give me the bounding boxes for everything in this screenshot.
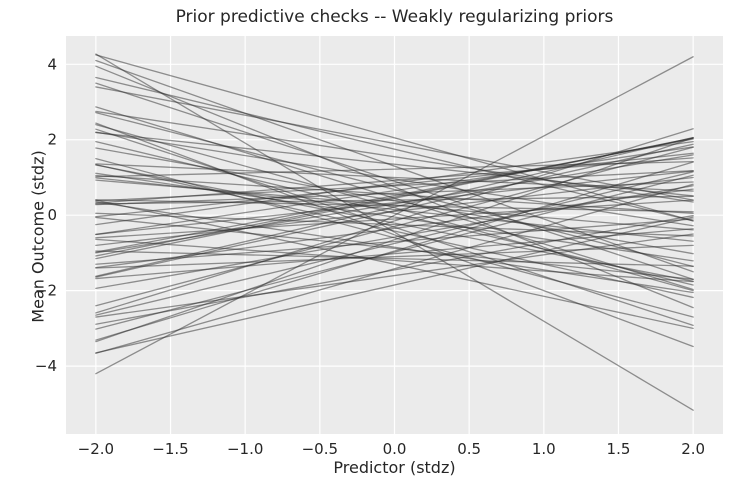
prior-line bbox=[95, 174, 694, 330]
y-axis-label: Mean Outcome (stdz) bbox=[28, 150, 48, 323]
y-tick-label: 2 bbox=[47, 131, 57, 149]
prior-line bbox=[95, 146, 694, 307]
x-tick-label: 1.0 bbox=[532, 440, 556, 458]
chart-title: Prior predictive checks -- Weakly regula… bbox=[175, 7, 614, 27]
prior-line bbox=[95, 174, 694, 214]
prior-line bbox=[95, 214, 694, 325]
prior-line bbox=[95, 54, 694, 222]
prior-line bbox=[95, 157, 694, 318]
prior-line bbox=[95, 86, 694, 201]
prior-line bbox=[95, 131, 694, 197]
prior-line bbox=[95, 216, 694, 280]
prior-line bbox=[95, 250, 694, 267]
prior-line bbox=[95, 128, 694, 327]
prior-line bbox=[95, 218, 694, 265]
prior-line bbox=[95, 163, 694, 299]
x-axis-label: Predictor (stdz) bbox=[333, 458, 456, 477]
x-tick-label: −0.5 bbox=[302, 440, 338, 458]
prior-line bbox=[95, 110, 694, 203]
y-tick-label: −4 bbox=[35, 357, 57, 375]
prior-line bbox=[95, 183, 694, 354]
prior-line bbox=[95, 185, 694, 290]
y-tick-label: −2 bbox=[35, 282, 57, 300]
prior-line bbox=[95, 111, 694, 268]
prior-line bbox=[95, 161, 694, 341]
x-tick-label: −1.0 bbox=[227, 440, 263, 458]
prior-line bbox=[95, 201, 694, 294]
prior-line bbox=[95, 171, 694, 316]
x-tick-label: 2.0 bbox=[681, 440, 705, 458]
y-tick-label: 0 bbox=[47, 206, 57, 224]
prior-line bbox=[95, 244, 694, 269]
prior-line bbox=[95, 146, 694, 236]
x-tick-label: −1.5 bbox=[152, 440, 188, 458]
prior-line bbox=[95, 122, 694, 348]
x-tick-label: 0.5 bbox=[457, 440, 481, 458]
prior-line bbox=[95, 176, 694, 247]
x-tick-label: 1.5 bbox=[607, 440, 631, 458]
prior-line bbox=[95, 56, 694, 375]
prior-line bbox=[95, 199, 694, 330]
prior-line bbox=[95, 170, 694, 202]
prior-line bbox=[95, 199, 694, 213]
prior-line bbox=[95, 128, 694, 314]
prior-line bbox=[95, 147, 694, 255]
prior-line bbox=[95, 195, 694, 205]
prior-line bbox=[95, 53, 694, 411]
prior-line bbox=[95, 137, 694, 343]
prior-line bbox=[95, 140, 694, 226]
prior-line bbox=[95, 160, 694, 178]
prior-line bbox=[95, 172, 694, 262]
prior-line bbox=[95, 238, 694, 283]
y-tick-label: 4 bbox=[47, 55, 57, 73]
prior-line bbox=[95, 216, 694, 354]
x-tick-label: −2.0 bbox=[78, 440, 114, 458]
x-tick-label: 0.0 bbox=[383, 440, 407, 458]
